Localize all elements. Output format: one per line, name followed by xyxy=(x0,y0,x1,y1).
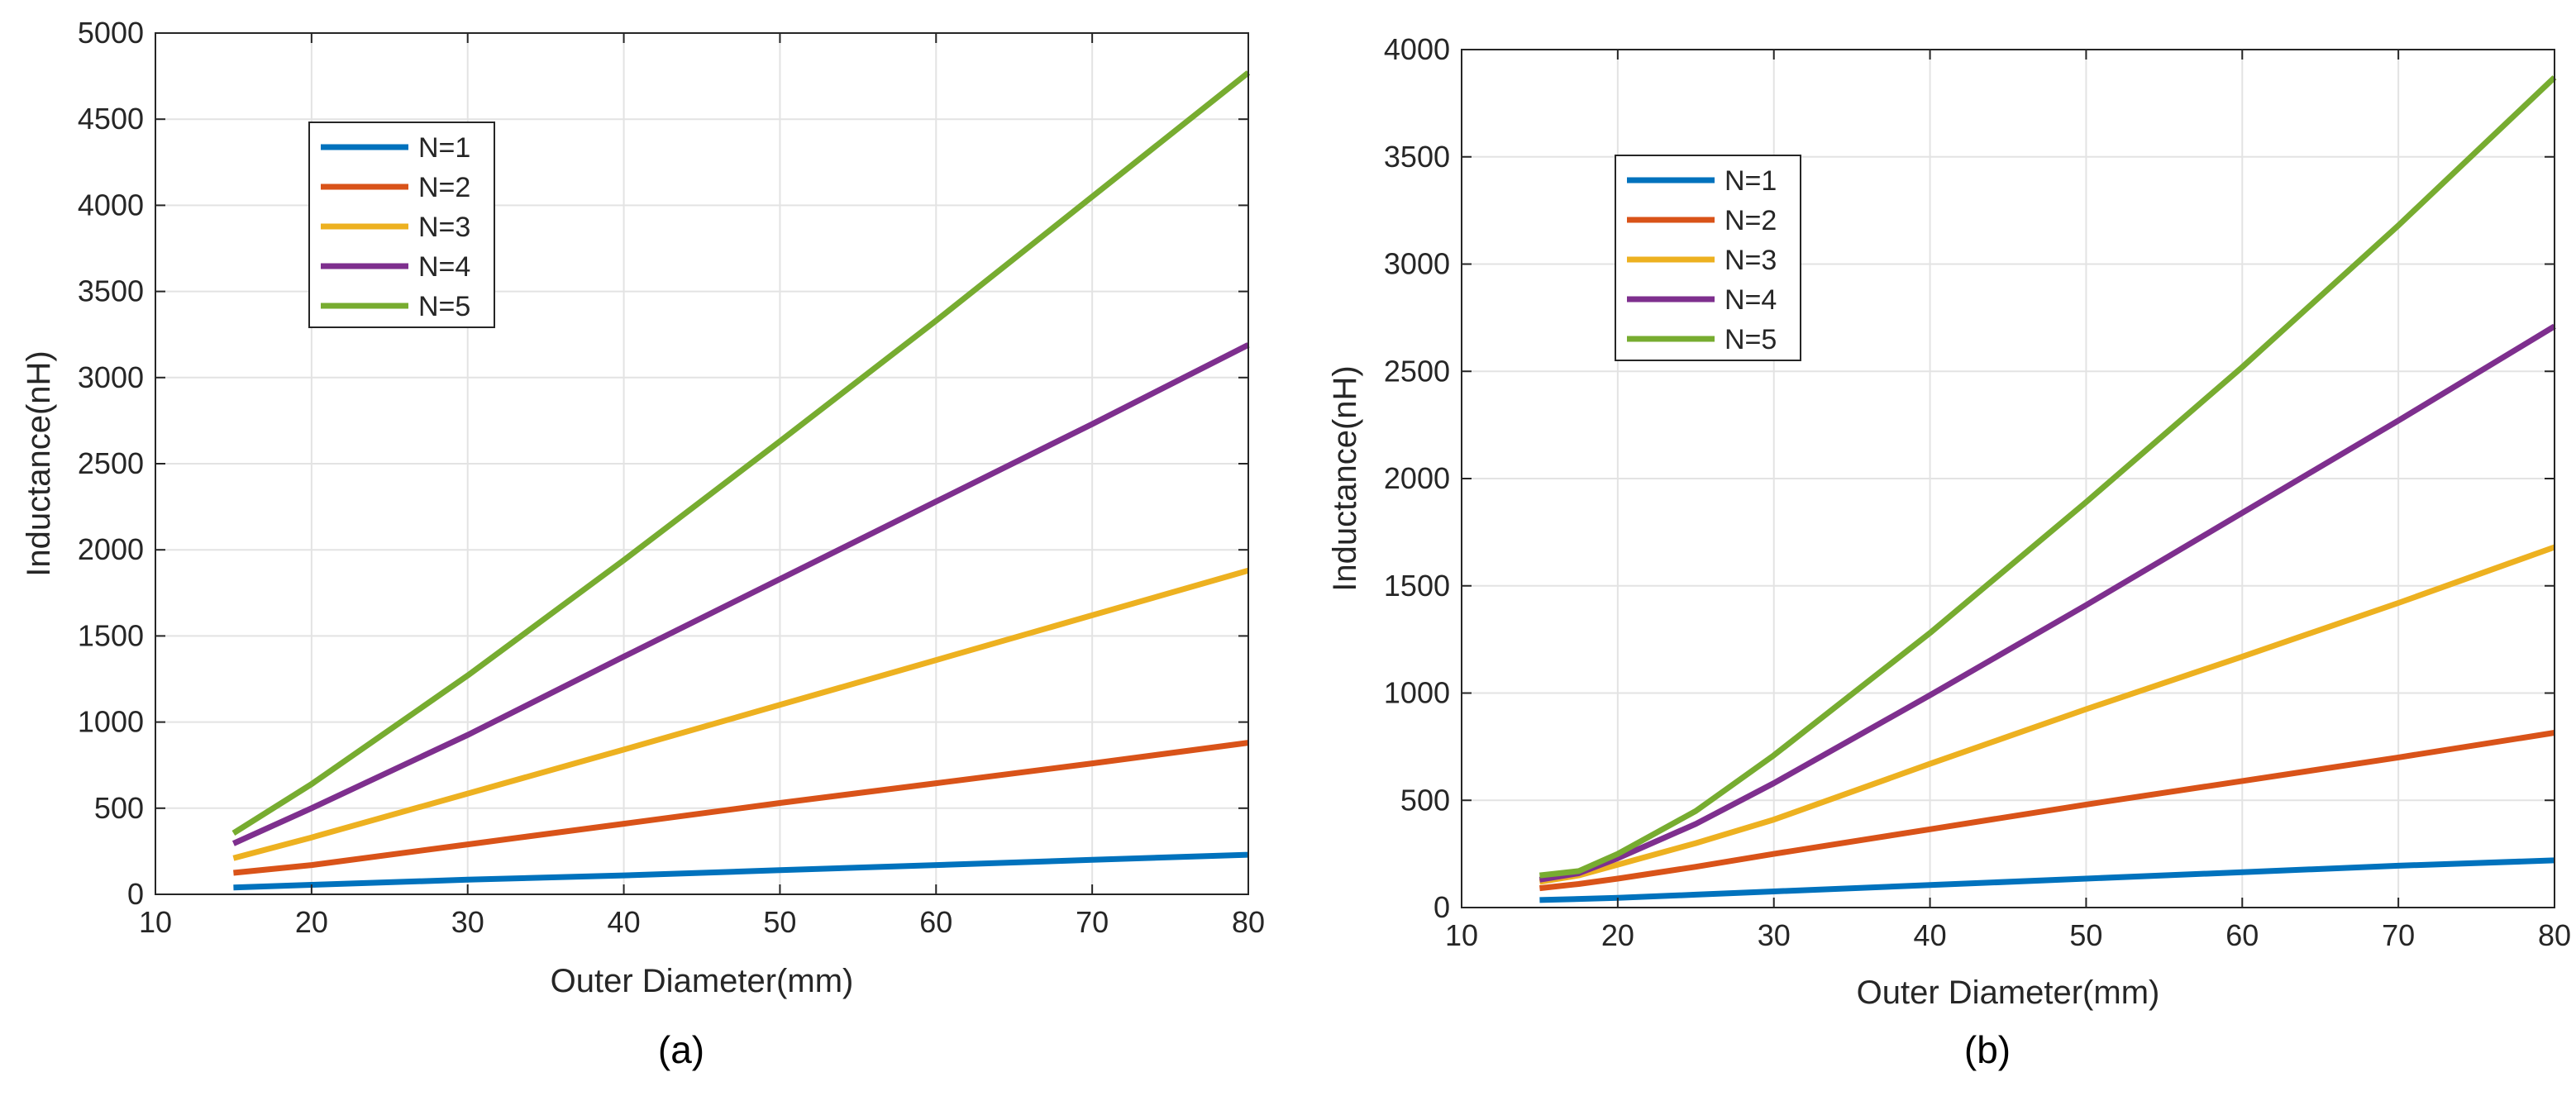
legend-item-n5: N=5 xyxy=(321,291,470,322)
y-tick-label: 500 xyxy=(94,791,144,825)
y-tick-label: 3000 xyxy=(78,360,144,394)
x-tick-label: 70 xyxy=(2382,918,2415,952)
legend-item-n3: N=3 xyxy=(1627,245,1777,276)
legend-item-n1: N=1 xyxy=(1627,165,1777,197)
legend: N=1 N=2 N=3 N=4 N=5 xyxy=(1615,155,1801,361)
y-tick-label: 1000 xyxy=(1384,676,1450,710)
x-tick-label: 70 xyxy=(1076,905,1109,939)
x-tick-label: 40 xyxy=(1914,918,1947,952)
series-line-n5 xyxy=(231,70,1251,836)
legend-item-n5: N=5 xyxy=(1627,324,1777,355)
series-line-n4 xyxy=(231,342,1250,846)
y-tick-label: 1500 xyxy=(1384,569,1450,603)
ticks: 10 20 30 40 50 60 70 80 0 500 1000 1500 2000 2500 3000… xyxy=(1384,32,2571,952)
series-line-n5 xyxy=(1539,75,2557,879)
x-tick-label: 40 xyxy=(608,905,641,939)
y-tick-label: 4000 xyxy=(78,188,144,222)
legend-label: N=3 xyxy=(1724,245,1777,276)
series-line-n4 xyxy=(1538,323,2556,883)
y-tick-label: 3500 xyxy=(1384,140,1450,174)
legend-label: N=1 xyxy=(418,132,470,164)
y-tick-label: 0 xyxy=(127,877,144,911)
x-axis-label: Outer Diameter(mm) xyxy=(1857,974,2160,1011)
legend-item-n2: N=2 xyxy=(321,172,470,203)
series-line-n3 xyxy=(1538,544,2556,885)
y-tick-label: 500 xyxy=(1400,783,1450,817)
y-axis-label: Inductance(nH) xyxy=(21,350,57,576)
legend-label: N=4 xyxy=(418,251,470,283)
legend-item-n3: N=3 xyxy=(321,212,470,243)
y-axis-label: Inductance(nH) xyxy=(1327,365,1363,591)
x-tick-label: 10 xyxy=(1445,918,1478,952)
series-group xyxy=(1538,75,2557,903)
legend-label: N=5 xyxy=(1724,324,1777,355)
series-line-n3 xyxy=(232,567,1249,861)
legend-label: N=2 xyxy=(418,172,470,203)
figure-caption: (b) xyxy=(1964,1028,2011,1071)
legend-label: N=5 xyxy=(418,291,470,322)
y-tick-label: 3000 xyxy=(1384,247,1450,281)
y-tick-label: 2500 xyxy=(1384,354,1450,388)
y-tick-label: 1000 xyxy=(78,705,144,739)
x-tick-label: 50 xyxy=(2069,918,2102,952)
legend-item-n4: N=4 xyxy=(321,251,470,283)
x-tick-label: 80 xyxy=(2538,918,2571,952)
legend-item-n1: N=1 xyxy=(321,132,470,164)
legend-label: N=3 xyxy=(418,212,470,243)
series-line-n2 xyxy=(233,740,1249,876)
chart-a: 10 20 30 40 50 60 70 80 0 500 1000 1500 2000 2500 3000… xyxy=(21,16,1265,1071)
legend-label: N=1 xyxy=(1724,165,1777,197)
x-tick-label: 80 xyxy=(1232,905,1265,939)
y-tick-label: 5000 xyxy=(78,16,144,50)
x-tick-label: 60 xyxy=(2225,918,2259,952)
x-tick-label: 30 xyxy=(1758,918,1791,952)
chart-b: 10 20 30 40 50 60 70 80 0 500 1000 1500 2000 2500 3000… xyxy=(1327,32,2571,1071)
x-tick-label: 30 xyxy=(451,905,484,939)
y-tick-label: 4000 xyxy=(1384,32,1450,66)
y-tick-label: 2000 xyxy=(78,532,144,566)
x-tick-label: 60 xyxy=(919,905,952,939)
series-line-n2 xyxy=(1539,730,2555,892)
legend: N=1 N=2 N=3 N=4 N=5 xyxy=(308,122,495,328)
x-tick-label: 20 xyxy=(295,905,328,939)
x-tick-label: 10 xyxy=(139,905,172,939)
ticks: 10 20 30 40 50 60 70 80 0 500 1000 1500 2000 2500 3000… xyxy=(78,16,1265,939)
legend-label: N=4 xyxy=(1724,284,1777,316)
series-group xyxy=(231,70,1251,891)
y-tick-label: 4500 xyxy=(78,102,144,136)
y-tick-label: 2000 xyxy=(1384,461,1450,495)
y-tick-label: 2500 xyxy=(78,446,144,480)
x-axis-label: Outer Diameter(mm) xyxy=(551,963,854,999)
series-line-n1 xyxy=(1539,857,2555,903)
y-tick-label: 0 xyxy=(1433,890,1450,924)
legend-item-n4: N=4 xyxy=(1627,284,1777,316)
y-tick-label: 1500 xyxy=(78,618,144,652)
series-line-n1 xyxy=(233,851,1249,891)
legend-label: N=2 xyxy=(1724,205,1777,236)
y-tick-label: 3500 xyxy=(78,274,144,308)
figure-caption: (a) xyxy=(658,1028,704,1071)
x-tick-label: 20 xyxy=(1601,918,1634,952)
x-tick-label: 50 xyxy=(763,905,796,939)
legend-item-n2: N=2 xyxy=(1627,205,1777,236)
